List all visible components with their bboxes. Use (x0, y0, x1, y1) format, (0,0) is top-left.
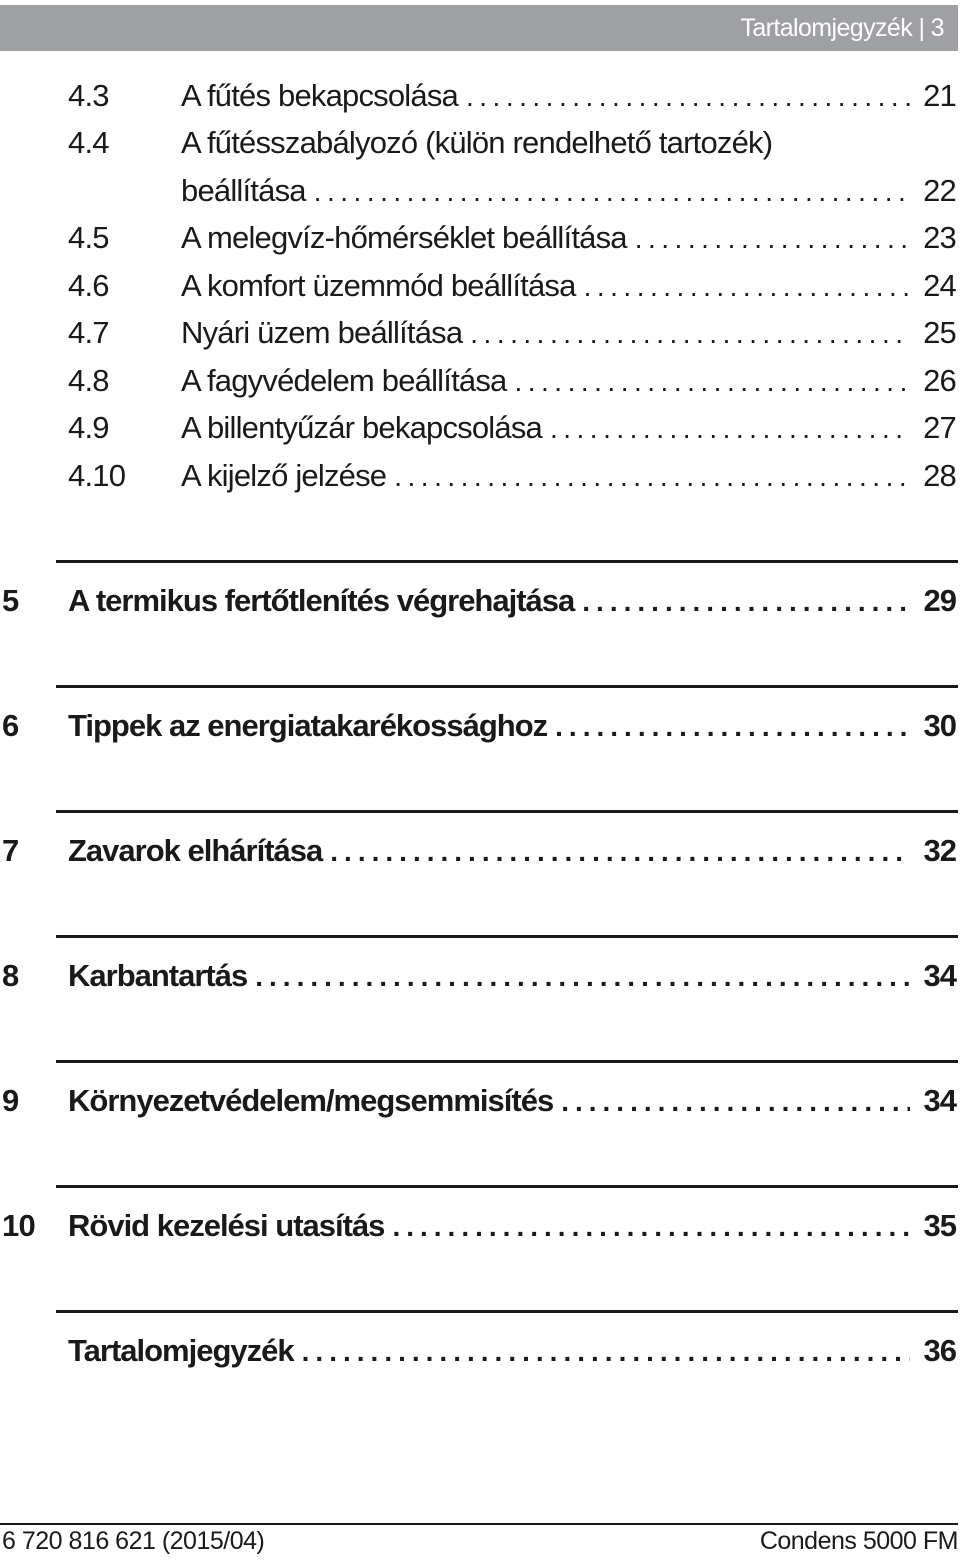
chapter-title: Tippek az energiatakarékossághoz (68, 708, 548, 743)
footer-divider (0, 1523, 958, 1525)
leader-dots (314, 176, 910, 208)
entry-number: 4.3 (68, 78, 109, 113)
section-divider (56, 560, 958, 563)
leader-dots (255, 961, 910, 993)
entry-title: A kijelző jelzése (181, 458, 387, 493)
chapter-page: 32 (923, 833, 957, 868)
section-divider (56, 1310, 958, 1313)
leader-dots (514, 366, 910, 398)
section-divider (56, 810, 958, 813)
entry-title: A melegvíz-hőmérséklet beállítása (181, 220, 628, 255)
entry-title: A fűtés bekapcsolása (181, 78, 459, 113)
toc-entry-4-4[interactable]: 4.4 A fűtésszabályozó (külön rendelhető … (0, 125, 958, 173)
leader-dots (394, 461, 910, 493)
entry-page: 21 (923, 78, 957, 113)
toc-entry-4-10[interactable]: 4.10 A kijelző jelzése 28 (0, 458, 958, 506)
chapter-title: Tartalomjegyzék (68, 1333, 295, 1368)
toc-entry-4-4-cont[interactable]: beállítása 22 (0, 173, 958, 221)
toc-entry-4-6[interactable]: 4.6 A komfort üzemmód beállítása 24 (0, 268, 958, 316)
entry-title: A fagyvédelem beállítása (181, 363, 507, 398)
section-divider (56, 1185, 958, 1188)
leader-dots (635, 223, 910, 255)
entry-page: 27 (923, 410, 957, 445)
entry-number: 4.6 (68, 268, 109, 303)
entry-title: A komfort üzemmód beállítása (181, 268, 576, 303)
chapter-page: 35 (923, 1208, 957, 1243)
entry-number: 4.4 (68, 125, 109, 160)
entry-page: 23 (923, 220, 957, 255)
chapter-title: Rövid kezelési utasítás (68, 1208, 385, 1243)
chapter-number: 10 (2, 1208, 36, 1243)
toc-entry-4-7[interactable]: 4.7 Nyári üzem beállítása 25 (0, 315, 958, 363)
toc-chapter-6[interactable]: 6 Tippek az energiatakarékossághoz 30 (0, 708, 958, 758)
toc-entry-4-5[interactable]: 4.5 A melegvíz-hőmérséklet beállítása 23 (0, 220, 958, 268)
header-bar: Tartalomjegyzék | 3 (0, 5, 958, 51)
toc-entry-4-3[interactable]: 4.3 A fűtés bekapcsolása 21 (0, 78, 958, 126)
chapter-page: 29 (923, 583, 957, 618)
entry-number: 4.9 (68, 410, 109, 445)
entry-page: 25 (923, 315, 957, 350)
chapter-title: Zavarok elhárítása (68, 833, 323, 868)
chapter-number: 6 (2, 708, 19, 743)
toc-entry-4-9[interactable]: 4.9 A billentyűzár bekapcsolása 27 (0, 410, 958, 458)
section-divider (56, 935, 958, 938)
entry-number: 4.7 (68, 315, 109, 350)
toc-chapter-7[interactable]: 7 Zavarok elhárítása 32 (0, 833, 958, 883)
chapter-number: 9 (2, 1083, 19, 1118)
chapter-page: 30 (923, 708, 957, 743)
toc-chapter-5[interactable]: 5 A termikus fertőtlenítés végrehajtása … (0, 583, 958, 633)
toc-chapter-8[interactable]: 8 Karbantartás 34 (0, 958, 958, 1008)
entry-title: A billentyűzár bekapcsolása (181, 410, 543, 445)
chapter-page: 34 (923, 958, 957, 993)
leader-dots (561, 1086, 910, 1118)
leader-dots (330, 836, 910, 868)
toc-entry-4-8[interactable]: 4.8 A fagyvédelem beállítása 26 (0, 363, 958, 411)
entry-title: A fűtésszabályozó (külön rendelhető tart… (181, 125, 773, 160)
document-number: 6 720 816 621 (2015/04) (2, 1527, 265, 1555)
entry-title: Nyári üzem beállítása (181, 315, 463, 350)
leader-dots (470, 318, 910, 350)
chapter-title: Karbantartás (68, 958, 248, 993)
leader-dots (584, 271, 910, 303)
chapter-number: 5 (2, 583, 19, 618)
chapter-page: 36 (923, 1333, 957, 1368)
toc-chapter-9[interactable]: 9 Környezetvédelem/megsemmisítés 34 (0, 1083, 958, 1133)
leader-dots (582, 586, 910, 618)
entry-page: 22 (923, 173, 957, 208)
entry-number: 4.8 (68, 363, 109, 398)
leader-dots (550, 413, 910, 445)
leader-dots (302, 1336, 910, 1368)
entry-page: 28 (923, 458, 957, 493)
header-title: Tartalomjegyzék | 3 (740, 14, 944, 42)
entry-page: 24 (923, 268, 957, 303)
entry-title-continued: beállítása (181, 173, 307, 208)
toc-chapter-index[interactable]: Tartalomjegyzék 36 (0, 1333, 958, 1383)
leader-dots (466, 81, 910, 113)
product-name: Condens 5000 FM (759, 1527, 959, 1555)
chapter-number: 8 (2, 958, 19, 993)
entry-number: 4.5 (68, 220, 109, 255)
section-divider (56, 685, 958, 688)
leader-dots (392, 1211, 910, 1243)
entry-page: 26 (923, 363, 957, 398)
chapter-title: Környezetvédelem/megsemmisítés (68, 1083, 554, 1118)
chapter-number: 7 (2, 833, 19, 868)
chapter-page: 34 (923, 1083, 957, 1118)
entry-number: 4.10 (68, 458, 126, 493)
leader-dots (555, 711, 910, 743)
toc-chapter-10[interactable]: 10 Rövid kezelési utasítás 35 (0, 1208, 958, 1258)
section-divider (56, 1060, 958, 1063)
chapter-title: A termikus fertőtlenítés végrehajtása (68, 583, 575, 618)
